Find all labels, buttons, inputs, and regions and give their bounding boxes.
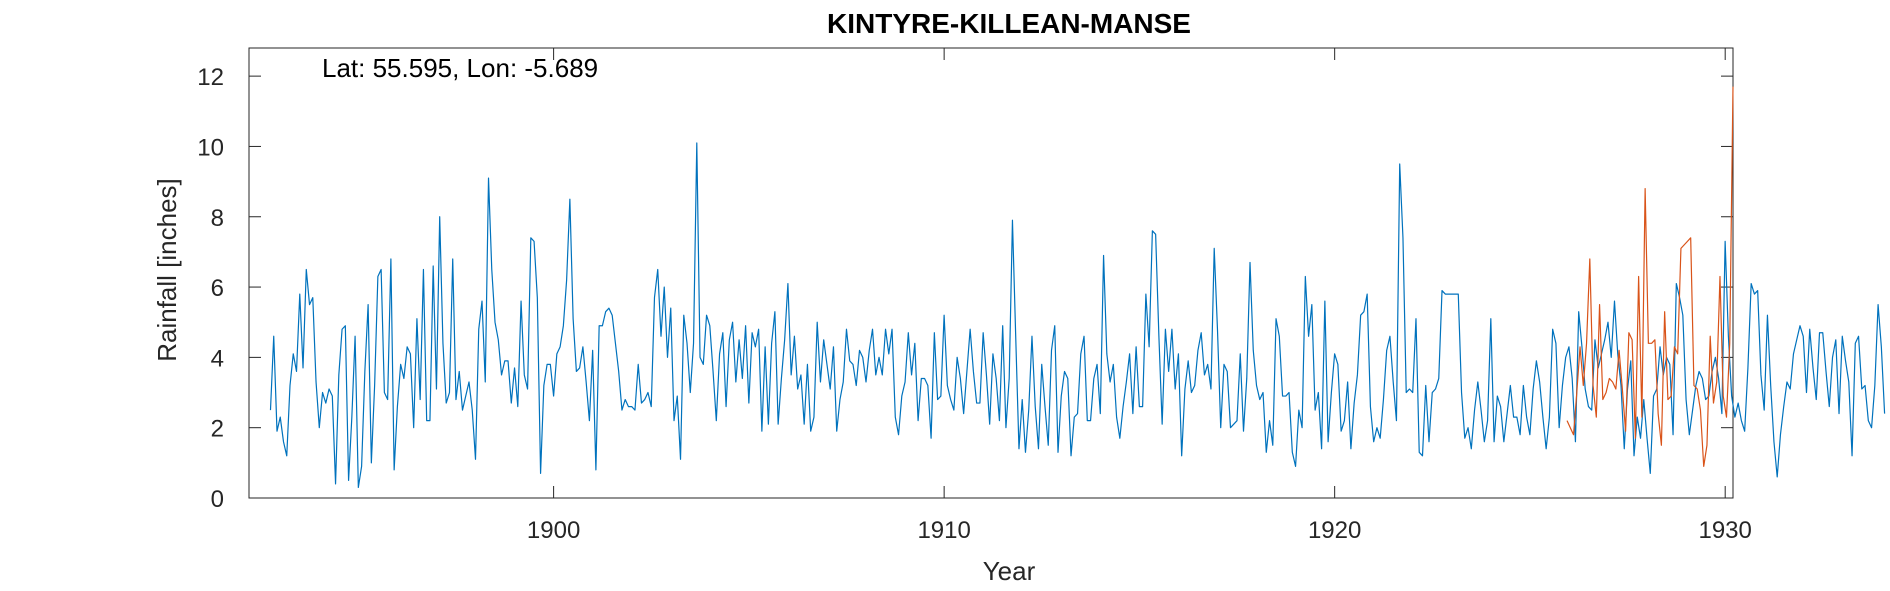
x-tick-label: 1920 [1308, 517, 1361, 544]
series-line-2 [1566, 86, 1734, 467]
y-tick-label: 8 [211, 205, 224, 232]
y-tick-label: 6 [211, 275, 224, 302]
station-coordinates: Lat: 55.595, Lon: -5.689 [322, 53, 598, 83]
x-tick-label: 1930 [1698, 517, 1751, 544]
y-tick-label: 10 [197, 134, 224, 161]
series-line-1 [269, 142, 1886, 489]
y-axis-label: Rainfall [inches] [152, 178, 182, 362]
y-tick-label: 12 [197, 64, 224, 91]
x-tick-label: 1910 [917, 517, 970, 544]
plot-area: 1900 1910 1920 1930 0 2 4 6 8 10 12 [197, 47, 1886, 544]
chart-title: KINTYRE-KILLEAN-MANSE [827, 8, 1191, 39]
y-tick-label: 4 [211, 345, 224, 372]
x-tick-label: 1900 [527, 517, 580, 544]
axes-box [248, 47, 1734, 499]
x-axis-label: Year [983, 556, 1036, 586]
y-tick-label: 0 [211, 486, 224, 513]
y-tick-label: 2 [211, 416, 224, 443]
